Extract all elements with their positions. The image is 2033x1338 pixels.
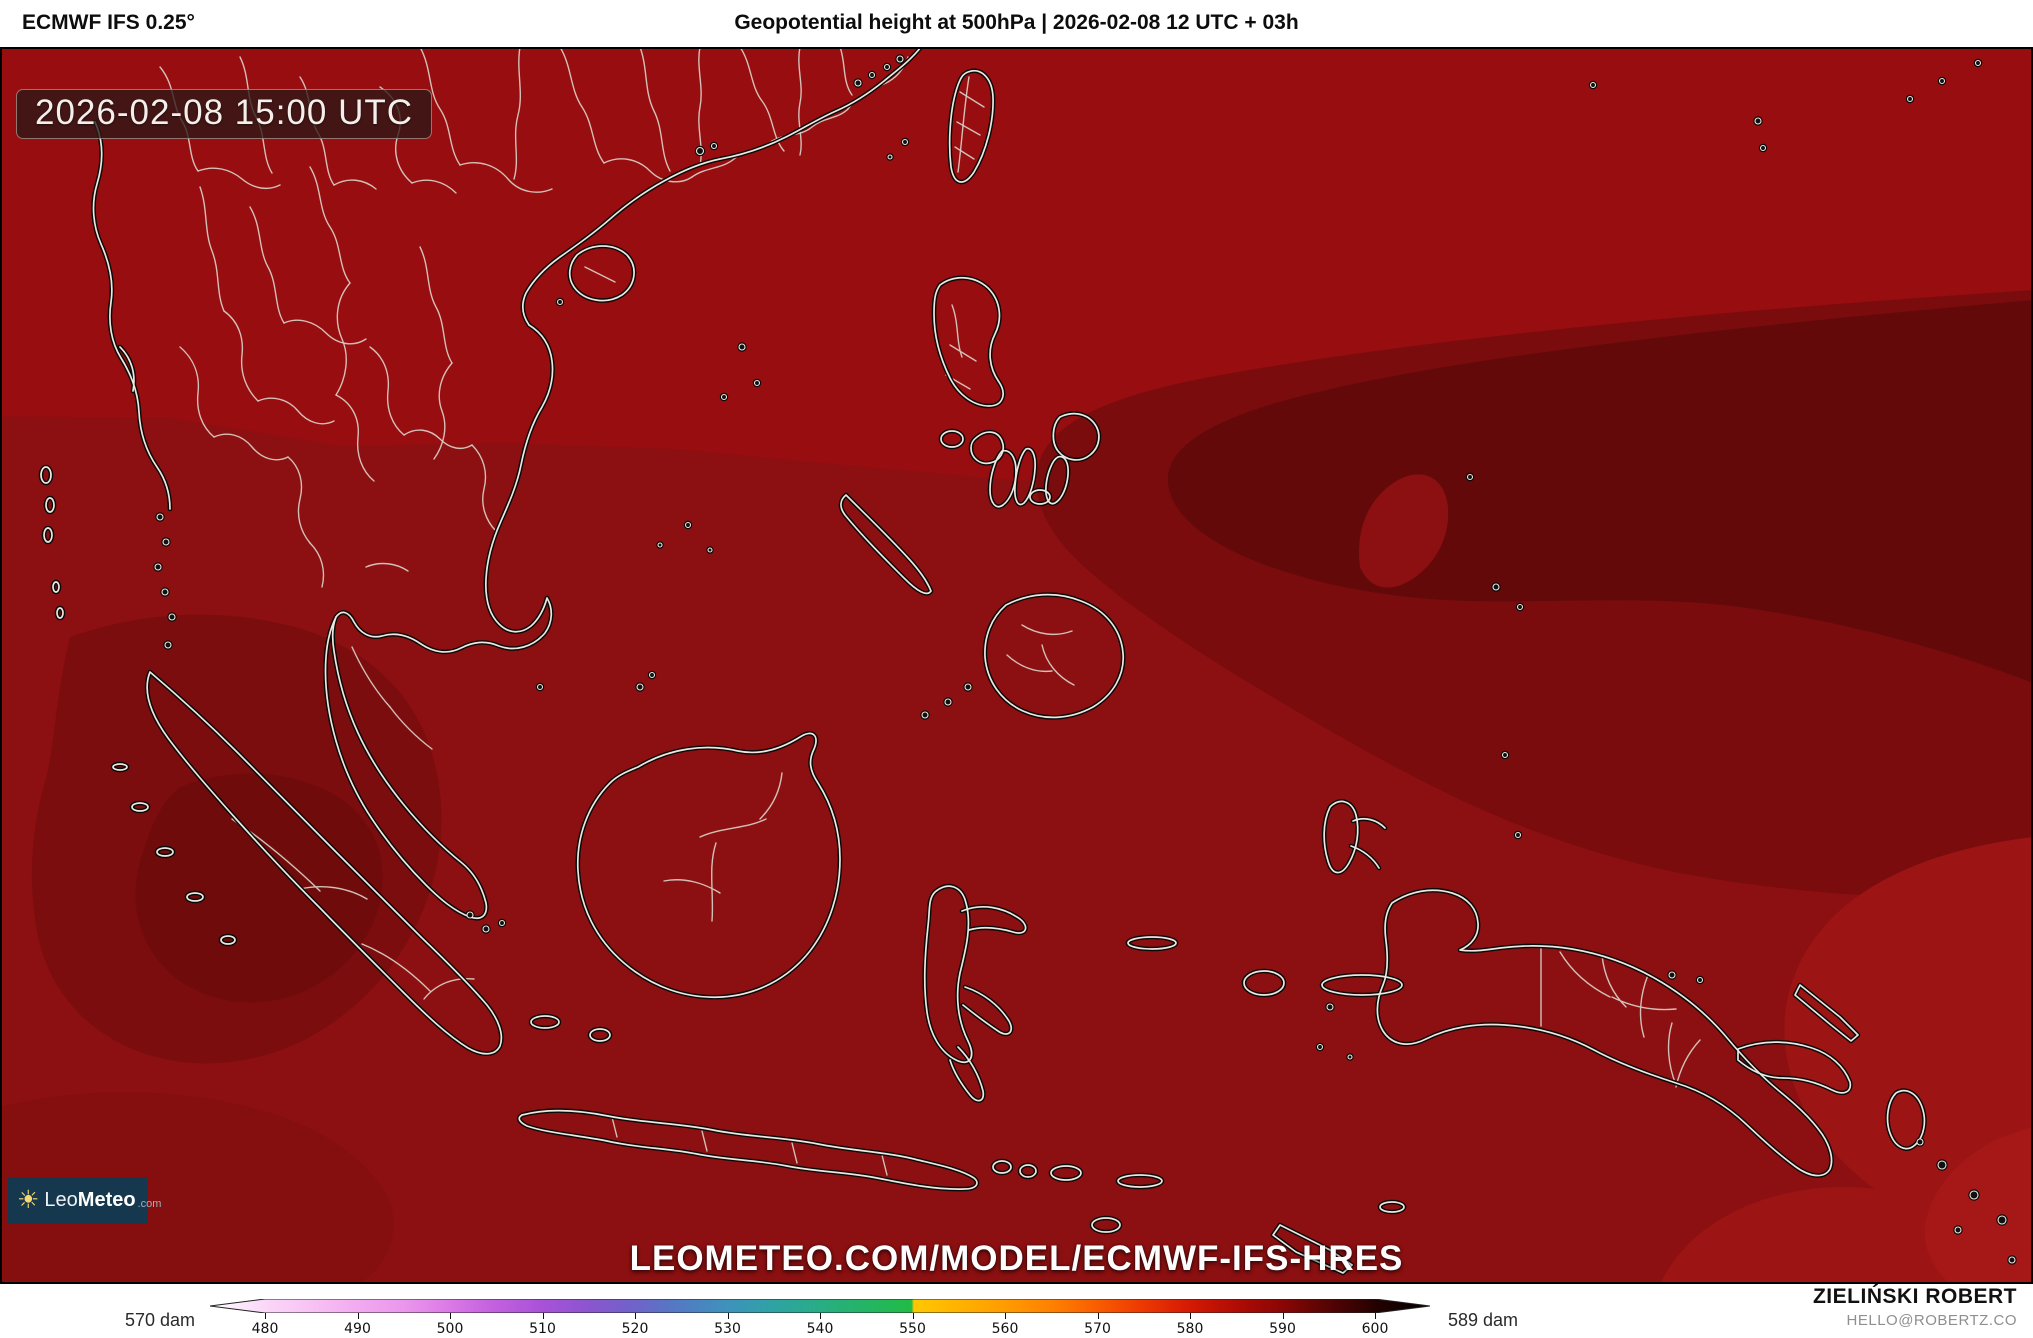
southwest-patch (0, 1092, 394, 1284)
credit-name: ZIELIŃSKI ROBERT (1812, 1285, 2017, 1308)
luzon-outline (933, 277, 1004, 407)
colorbar (209, 1298, 1431, 1314)
colorbar-tick-label: 490 (344, 1321, 371, 1337)
credit-block: ZIELIŃSKI ROBERT HELLO@ROBERTZ.CO (1813, 1285, 2017, 1329)
sumatra-outline (146, 671, 503, 1055)
map-canvas (0, 47, 2033, 1284)
corner-light-patch (1924, 1127, 2033, 1284)
borneo-outline (576, 732, 841, 999)
colorbar-tick-label: 600 (1361, 1321, 1389, 1337)
page-title: Geopotential height at 500hPa | 2026-02-… (734, 11, 1299, 34)
colorbar-tick-label: 530 (714, 1321, 741, 1337)
sun-icon: ☀ (17, 1186, 40, 1214)
solomon-light-patch (1784, 837, 2033, 1257)
colorbar-tick (1282, 1313, 1284, 1319)
colorbar-tick (1005, 1313, 1006, 1319)
coastlines (40, 47, 2016, 1274)
colorbar-tick (912, 1313, 914, 1319)
colorbar-tick-label: 500 (436, 1321, 464, 1337)
mindoro (940, 430, 964, 448)
colorbar-tick-label: 540 (806, 1321, 834, 1337)
colorbar-tick (1097, 1313, 1099, 1319)
hainan-outline (568, 245, 635, 302)
logo-tld: .com (137, 1198, 162, 1210)
china-coast (522, 47, 922, 326)
seram (1321, 974, 1403, 996)
colorbar-tick (1190, 1313, 1191, 1319)
core-inlier (1359, 474, 1449, 588)
colorbar-max-label: 589 dam (1448, 1310, 1519, 1330)
colorbar-tick (542, 1313, 544, 1319)
vietnam-coast (335, 324, 554, 653)
footer-bar: 570 dam 480 490 500 510 520 530 540 550 560 570 58… (0, 1284, 2033, 1338)
taiwan-outline (948, 69, 994, 183)
colorbar-tick (1375, 1313, 1376, 1319)
geopotential-bands (0, 47, 2033, 529)
malay-peninsula (324, 616, 488, 920)
colorbar-tick-label: 550 (899, 1321, 926, 1337)
timor (1272, 1224, 1353, 1274)
geopotential-patches (0, 290, 2033, 1284)
header-bar: ECMWF IFS 0.25° Geopotential height at 5… (0, 0, 2033, 47)
colorbar-tick (450, 1313, 451, 1319)
colorbar-tick (357, 1313, 359, 1319)
colorbar-min-label: 570 dam (124, 1310, 195, 1330)
colorbar-tick (820, 1313, 821, 1319)
logo-word2: Meteo (77, 1189, 136, 1211)
colorbar-tick-label: 520 (621, 1321, 649, 1337)
halmahera (1323, 800, 1359, 874)
colorbar-gradient (209, 1298, 1431, 1314)
colorbar-ticks: 480 490 500 510 520 530 540 550 560 570 580 590 600 (210, 1313, 1430, 1338)
mindanao-outline (984, 593, 1125, 719)
myanmar-coast (92, 121, 171, 510)
palawan (840, 494, 932, 595)
colorbar-tick-label: 590 (1269, 1321, 1296, 1337)
colorbar-tick-label: 510 (529, 1321, 556, 1337)
colorbar-tick (727, 1313, 729, 1319)
colorbar-tick (265, 1313, 266, 1319)
credit-email: HELLO@ROBERTZ.CO (1846, 1312, 2017, 1329)
leometeo-logo: ☀ Leo Meteo .com (8, 1177, 161, 1224)
logo-word1: Leo (44, 1189, 78, 1211)
new-britain (1737, 1041, 1852, 1094)
buru (1243, 970, 1285, 996)
bougainville (1886, 1089, 1926, 1150)
colorbar-tick-label: 560 (991, 1321, 1019, 1337)
model-label: ECMWF IFS 0.25° (22, 11, 195, 34)
colorbar-tick-label: 570 (1084, 1321, 1111, 1337)
colorbar-tick-label: 580 (1176, 1321, 1204, 1337)
watermark-url: LEOMETEO.COM/MODEL/ECMWF-IFS-HRES (629, 1239, 1404, 1278)
colorbar-tick-label: 480 (251, 1321, 279, 1337)
colorbar-tick (635, 1313, 636, 1319)
java-outline (518, 1109, 978, 1190)
map-frame (0, 47, 2033, 1284)
sumatra-core-patch (135, 773, 383, 1003)
weather-map: 2026-02-08 15:00 UTC ☀ Leo Meteo .com LEOM… (0, 47, 2033, 1284)
new-ireland (1794, 984, 1859, 1042)
sulawesi-outline (923, 885, 973, 1064)
valid-time-badge: 2026-02-08 15:00 UTC (16, 89, 432, 139)
new-guinea-outline (1376, 889, 1833, 1177)
